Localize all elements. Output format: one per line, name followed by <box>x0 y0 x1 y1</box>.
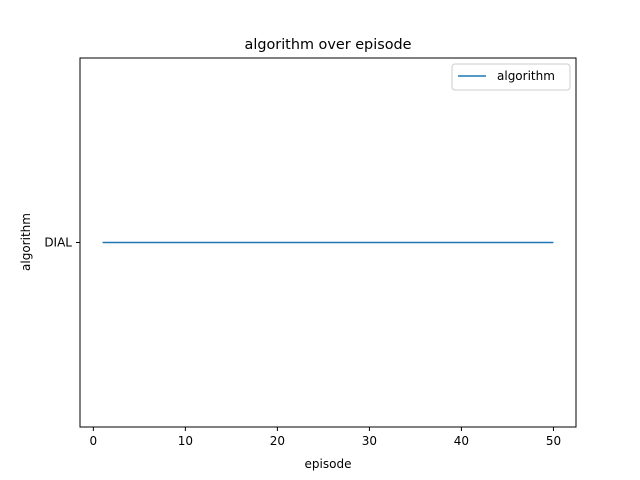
x-tick-label: 30 <box>362 434 377 448</box>
x-axis-ticks: 0 10 20 30 40 50 <box>90 427 561 448</box>
y-tick-label: DIAL <box>44 236 72 250</box>
plot-frame <box>79 57 577 428</box>
x-axis-label: episode <box>305 457 352 471</box>
y-axis-label: algorithm <box>19 213 33 271</box>
legend-box <box>451 63 571 91</box>
legend: algorithm <box>451 63 571 91</box>
x-tick-label: 50 <box>546 434 561 448</box>
x-tick-label: 40 <box>454 434 469 448</box>
x-tick-label: 10 <box>178 434 193 448</box>
legend-label: algorithm <box>497 69 555 83</box>
y-axis-ticks: DIAL <box>44 236 80 250</box>
x-tick-label: 20 <box>270 434 285 448</box>
x-tick-label: 0 <box>90 434 98 448</box>
chart-title: algorithm over episode <box>245 37 412 53</box>
